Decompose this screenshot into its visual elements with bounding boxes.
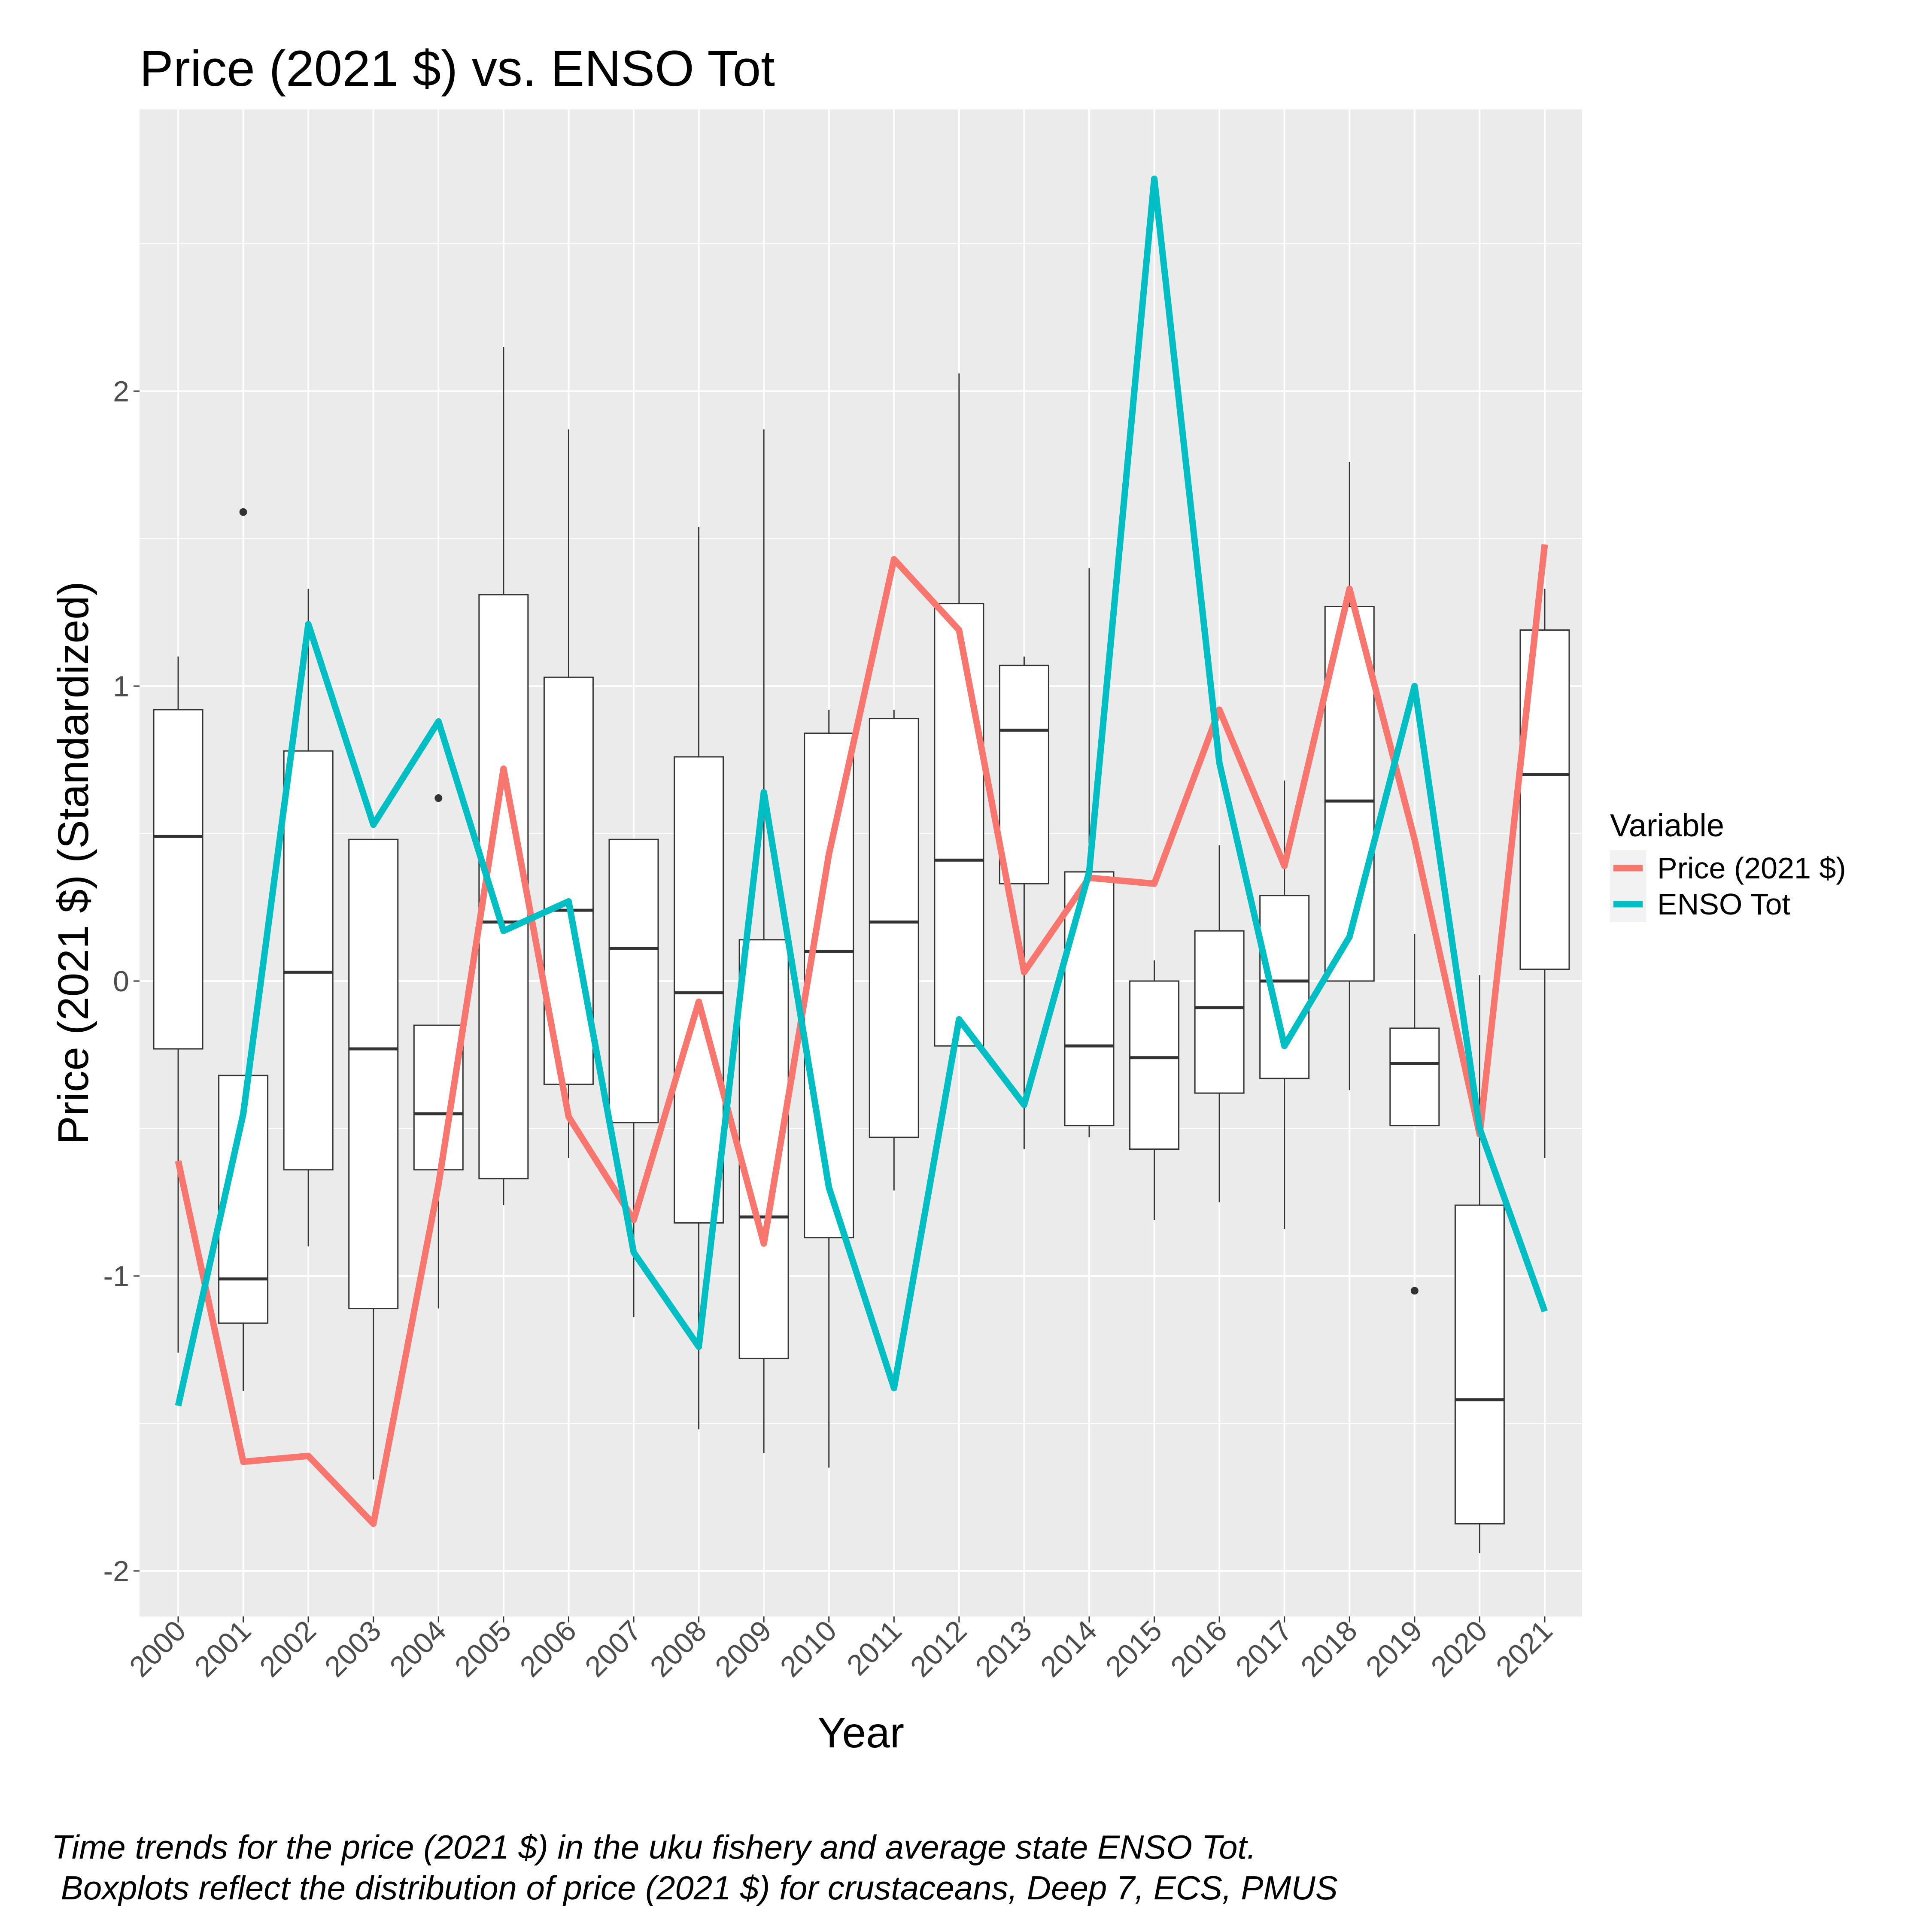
x-tick-label: 2002 bbox=[253, 1614, 322, 1683]
x-tick-label: 2019 bbox=[1360, 1614, 1429, 1683]
legend-items: Price (2021 $)ENSO Tot bbox=[1610, 850, 1846, 922]
x-tick-label: 2004 bbox=[383, 1614, 453, 1683]
box-iqr bbox=[348, 838, 399, 1309]
legend-label: Price (2021 $) bbox=[1657, 851, 1846, 885]
x-tick-label: 2008 bbox=[644, 1614, 713, 1683]
y-tick-label: 1 bbox=[113, 670, 129, 703]
y-axis: -2 -1 0 1 2 bbox=[103, 375, 140, 1588]
boxplot-2016 bbox=[1194, 845, 1245, 1203]
boxplot-2012 bbox=[934, 373, 984, 1047]
x-tick-label: 2015 bbox=[1099, 1614, 1168, 1683]
x-axis-label: Year bbox=[817, 1709, 904, 1757]
x-tick-label: 2016 bbox=[1164, 1614, 1233, 1683]
box-iqr bbox=[608, 838, 659, 1124]
x-tick-label: 2009 bbox=[709, 1614, 778, 1683]
x-tick-label: 2018 bbox=[1294, 1614, 1364, 1683]
boxplot-2018 bbox=[1324, 462, 1375, 1091]
x-tick-label: 2014 bbox=[1034, 1614, 1103, 1683]
box-iqr bbox=[1064, 871, 1115, 1127]
box-iqr bbox=[153, 709, 204, 1050]
x-tick-label: 2000 bbox=[123, 1614, 192, 1683]
x-tick-label: 2021 bbox=[1490, 1614, 1559, 1683]
box-iqr bbox=[1324, 606, 1375, 982]
x-tick-label: 2007 bbox=[579, 1614, 648, 1683]
outlier-point bbox=[1410, 1287, 1419, 1295]
x-axis: 2000200120022003200420052006200720082009… bbox=[123, 1614, 1559, 1683]
box-iqr bbox=[804, 732, 854, 1239]
y-tick-label: 2 bbox=[113, 375, 129, 408]
figure-caption: Time trends for the price (2021 $) in th… bbox=[52, 1827, 1898, 1908]
legend-item-price: Price (2021 $) bbox=[1610, 850, 1846, 886]
caption-line-1: Time trends for the price (2021 $) in th… bbox=[52, 1828, 1256, 1866]
boxplot-2010 bbox=[804, 709, 854, 1468]
box-iqr bbox=[1259, 895, 1310, 1079]
outlier-point bbox=[239, 508, 247, 516]
series-lines bbox=[175, 175, 1548, 1527]
box-iqr bbox=[674, 756, 724, 1224]
y-axis-label: Price (2021 $) (Standardized) bbox=[49, 581, 97, 1145]
boxplot-2014 bbox=[1064, 568, 1115, 1138]
box-iqr bbox=[934, 603, 984, 1047]
series-line-enso bbox=[175, 175, 1548, 1406]
box-iqr bbox=[413, 1024, 464, 1171]
x-tick-label: 2012 bbox=[904, 1614, 973, 1683]
legend: Variable Price (2021 $)ENSO Tot bbox=[1610, 808, 1846, 922]
outlier-point bbox=[434, 794, 443, 802]
legend-item-enso: ENSO Tot bbox=[1610, 886, 1790, 922]
boxplot-2019 bbox=[1389, 934, 1440, 1295]
boxplot-2020 bbox=[1454, 975, 1505, 1553]
box-iqr bbox=[1129, 980, 1180, 1150]
legend-label: ENSO Tot bbox=[1657, 887, 1790, 921]
x-tick-label: 2017 bbox=[1230, 1614, 1299, 1683]
boxplot-2007 bbox=[608, 838, 659, 1318]
chart-title: Price (2021 $) vs. ENSO Tot bbox=[140, 40, 775, 97]
x-tick-label: 2020 bbox=[1425, 1614, 1494, 1683]
x-tick-label: 2003 bbox=[319, 1614, 388, 1683]
x-tick-label: 2011 bbox=[841, 1614, 908, 1682]
box-iqr bbox=[1454, 1204, 1505, 1525]
series-line-price bbox=[175, 544, 1548, 1527]
y-tick-label: 0 bbox=[113, 965, 129, 998]
box-iqr bbox=[869, 718, 919, 1138]
boxplot-2003 bbox=[348, 838, 399, 1480]
legend-title: Variable bbox=[1610, 808, 1724, 843]
box-iqr bbox=[999, 665, 1049, 884]
x-tick-label: 2001 bbox=[188, 1614, 257, 1683]
box-iqr bbox=[1194, 930, 1245, 1094]
y-tick-label: -2 bbox=[103, 1555, 129, 1588]
x-tick-label: 2013 bbox=[969, 1614, 1038, 1683]
y-tick-label: -1 bbox=[103, 1260, 129, 1293]
boxplot-2004 bbox=[413, 794, 464, 1309]
box-iqr bbox=[283, 750, 334, 1171]
x-tick-label: 2006 bbox=[513, 1614, 583, 1683]
boxplot-2000 bbox=[153, 656, 204, 1353]
boxplot-2015 bbox=[1129, 960, 1180, 1220]
caption-line-2: Boxplots reflect the distribution of pri… bbox=[52, 1869, 1338, 1907]
boxplot-2013 bbox=[999, 656, 1049, 1149]
box-iqr bbox=[1389, 1027, 1440, 1127]
x-tick-label: 2010 bbox=[774, 1614, 843, 1683]
x-tick-label: 2005 bbox=[449, 1614, 518, 1683]
boxplot-2011 bbox=[869, 709, 919, 1191]
boxplot-2008 bbox=[674, 527, 724, 1430]
boxplot-2002 bbox=[283, 589, 334, 1247]
